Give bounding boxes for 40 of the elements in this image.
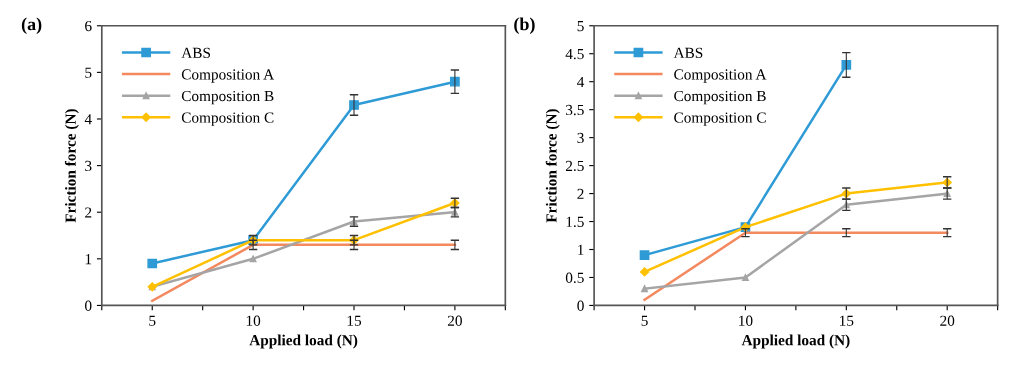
legend-label: Composition B [181, 90, 274, 105]
y-tick-label: 1 [578, 244, 584, 255]
y-tick-label: 3.5 [566, 104, 584, 116]
y-tick-label: 1 [85, 254, 92, 265]
x-tick-label: 5 [641, 315, 648, 326]
y-axis-title: Friction force (N) [64, 109, 79, 223]
x-tick-label: 20 [447, 315, 462, 326]
y-tick-label: 2 [85, 207, 92, 218]
legend-label: Composition A [181, 69, 275, 83]
text: (a) [21, 17, 42, 34]
y-tick-label: 5 [577, 21, 584, 32]
y-tick-label: 1.5 [566, 216, 584, 228]
y-tick-label: 2.5 [565, 160, 584, 172]
legend-label: ABS [673, 47, 703, 58]
x-tick-label: 20 [940, 315, 955, 326]
y-tick-label: 0.5 [565, 272, 584, 283]
legend-label: ABS [181, 47, 211, 58]
legend-label: Composition C [674, 112, 766, 126]
text: (b) [514, 17, 535, 34]
legend-label: Composition B [674, 90, 766, 105]
y-tick-label: 5 [85, 67, 92, 78]
y-tick-label: 6 [85, 20, 92, 32]
y-tick-label: 2 [577, 188, 584, 199]
x-axis-title: Applied load (N) [741, 334, 850, 349]
y-tick-label: 4 [84, 114, 92, 125]
legend-label: Composition C [181, 112, 274, 126]
y-tick-label: 0 [85, 300, 92, 311]
y-axis-title: Friction force (N) [545, 109, 560, 223]
x-tick-label: 15 [840, 315, 854, 326]
y-tick-label: 4.5 [565, 48, 584, 60]
legend-label: Composition A [674, 69, 767, 83]
x-tick-label: 15 [347, 315, 362, 326]
y-tick-label: 0 [577, 300, 584, 311]
y-tick-label: 4 [577, 76, 585, 87]
y-tick-label: 3 [85, 160, 92, 172]
x-tick-label: 10 [246, 315, 261, 326]
x-tick-label: 5 [149, 315, 156, 326]
y-tick-label: 3 [577, 132, 584, 144]
x-axis-title: Applied load (N) [249, 334, 358, 349]
x-tick-label: 10 [739, 315, 753, 326]
